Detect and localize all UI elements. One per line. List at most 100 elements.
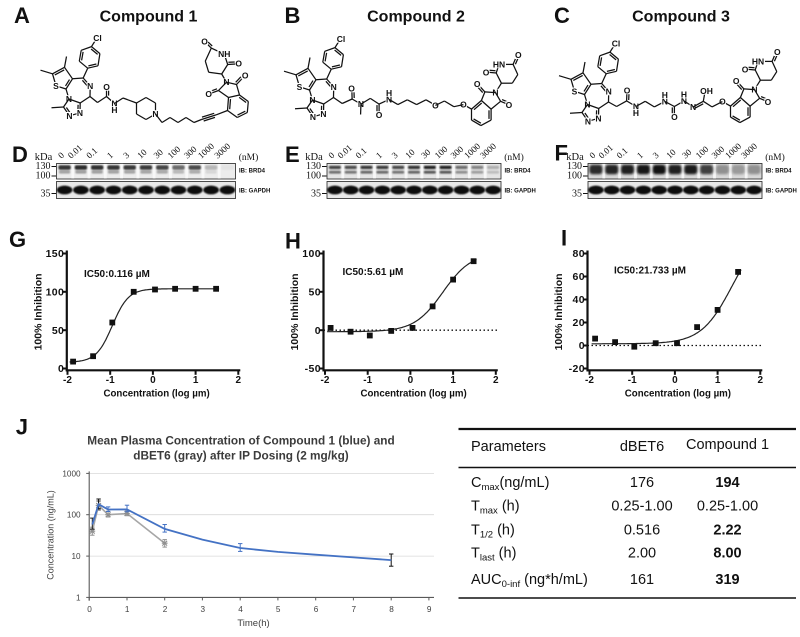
svg-text:-2: -2 <box>585 375 594 386</box>
svg-text:E: E <box>285 142 300 167</box>
svg-text:Concentration (log µm): Concentration (log µm) <box>360 389 466 400</box>
svg-text:10: 10 <box>403 147 417 161</box>
svg-text:N: N <box>310 112 316 122</box>
svg-text:1: 1 <box>125 605 130 614</box>
svg-text:2: 2 <box>163 605 168 614</box>
svg-text:(nM): (nM) <box>239 152 259 163</box>
svg-text:100% Inhibition: 100% Inhibition <box>32 273 44 350</box>
svg-text:0.01: 0.01 <box>597 143 615 161</box>
svg-text:1: 1 <box>76 593 81 602</box>
svg-text:HN: HN <box>493 59 505 69</box>
svg-text:2: 2 <box>236 375 242 386</box>
svg-text:Parameters: Parameters <box>471 439 546 455</box>
svg-text:IB: GAPDH: IB: GAPDH <box>505 189 536 195</box>
svg-text:O: O <box>242 71 249 81</box>
svg-text:-1: -1 <box>363 375 372 386</box>
svg-text:3: 3 <box>201 605 206 614</box>
svg-text:Mean Plasma Concentration of C: Mean Plasma Concentration of Compound 1 … <box>87 433 394 447</box>
svg-text:100: 100 <box>166 144 183 161</box>
svg-text:OH: OH <box>700 86 713 96</box>
svg-text:NH: NH <box>218 49 230 59</box>
svg-text:-2: -2 <box>321 375 330 386</box>
svg-text:-20: -20 <box>569 363 585 375</box>
svg-text:Compound 3: Compound 3 <box>632 9 730 26</box>
svg-text:Concentration (ng/mL): Concentration (ng/mL) <box>46 490 56 580</box>
svg-text:Compound 1: Compound 1 <box>686 437 769 453</box>
svg-text:S: S <box>572 86 578 96</box>
svg-text:Concentration (log µm): Concentration (log µm) <box>103 389 209 400</box>
svg-text:0.25-1.00: 0.25-1.00 <box>611 499 672 515</box>
svg-text:-1: -1 <box>106 375 115 386</box>
svg-text:5: 5 <box>276 605 281 614</box>
svg-text:0.516: 0.516 <box>624 523 660 539</box>
svg-text:D: D <box>12 142 28 167</box>
svg-text:O: O <box>515 50 522 60</box>
svg-text:50: 50 <box>309 286 321 298</box>
svg-text:Cl: Cl <box>93 33 102 43</box>
svg-text:30: 30 <box>152 147 166 161</box>
svg-text:kDa: kDa <box>566 152 584 163</box>
svg-text:0.01: 0.01 <box>66 143 84 161</box>
svg-text:O: O <box>765 97 772 107</box>
svg-text:0: 0 <box>150 375 156 386</box>
svg-text:100: 100 <box>694 144 711 161</box>
svg-text:-2: -2 <box>63 375 72 386</box>
svg-text:0: 0 <box>58 363 64 375</box>
svg-text:1000: 1000 <box>62 469 81 478</box>
svg-text:O: O <box>103 82 110 92</box>
svg-text:10: 10 <box>135 147 149 161</box>
svg-text:3000: 3000 <box>212 141 232 161</box>
svg-text:N: N <box>606 87 612 97</box>
svg-text:10: 10 <box>664 147 678 161</box>
svg-text:Time(h): Time(h) <box>237 618 269 629</box>
svg-text:H: H <box>662 90 668 100</box>
svg-text:20: 20 <box>573 317 585 329</box>
svg-text:I: I <box>561 226 567 251</box>
svg-text:Cl: Cl <box>612 39 621 49</box>
svg-text:130: 130 <box>306 161 321 172</box>
svg-text:1: 1 <box>450 375 456 386</box>
svg-text:T1/2 (h): T1/2 (h) <box>471 523 515 541</box>
svg-text:(nM): (nM) <box>504 152 524 163</box>
svg-text:4: 4 <box>238 605 243 614</box>
svg-text:S: S <box>53 81 59 91</box>
svg-text:50: 50 <box>52 325 64 337</box>
svg-text:AUC0-inf (ng*h/mL): AUC0-inf (ng*h/mL) <box>471 572 588 590</box>
svg-text:Cmax(ng/mL): Cmax(ng/mL) <box>471 475 549 493</box>
svg-text:100: 100 <box>36 171 51 182</box>
svg-text:0: 0 <box>579 340 585 352</box>
svg-text:A: A <box>14 3 30 28</box>
svg-text:O: O <box>624 85 631 95</box>
svg-text:J: J <box>16 415 28 440</box>
svg-text:161: 161 <box>630 572 654 588</box>
svg-text:1: 1 <box>193 375 199 386</box>
svg-text:35: 35 <box>311 189 321 200</box>
svg-text:Tlast (h): Tlast (h) <box>471 546 516 564</box>
svg-text:35: 35 <box>41 189 51 200</box>
svg-text:8.00: 8.00 <box>713 546 741 562</box>
svg-text:S: S <box>297 82 303 92</box>
svg-text:0: 0 <box>315 325 321 337</box>
svg-text:O: O <box>348 84 355 94</box>
svg-text:O: O <box>483 67 490 77</box>
svg-text:N: N <box>320 109 326 119</box>
svg-text:IC50:21.733 µM: IC50:21.733 µM <box>614 266 686 277</box>
svg-text:8: 8 <box>389 605 394 614</box>
svg-text:0.1: 0.1 <box>84 146 99 161</box>
svg-text:IB: GAPDH: IB: GAPDH <box>239 189 270 195</box>
svg-text:N: N <box>87 81 93 91</box>
svg-text:O: O <box>235 59 242 69</box>
svg-text:H: H <box>285 229 301 254</box>
svg-text:40: 40 <box>573 294 585 306</box>
svg-text:3: 3 <box>121 150 131 161</box>
svg-text:0: 0 <box>587 150 597 161</box>
svg-text:N: N <box>595 113 601 123</box>
svg-text:10: 10 <box>71 552 81 561</box>
svg-text:O: O <box>201 37 208 47</box>
svg-text:O: O <box>719 97 726 107</box>
svg-text:2.00: 2.00 <box>628 546 656 562</box>
svg-text:2: 2 <box>758 375 764 386</box>
svg-text:0: 0 <box>87 605 92 614</box>
svg-text:IB: GAPDH: IB: GAPDH <box>766 189 797 195</box>
svg-text:dBET6: dBET6 <box>620 439 664 455</box>
